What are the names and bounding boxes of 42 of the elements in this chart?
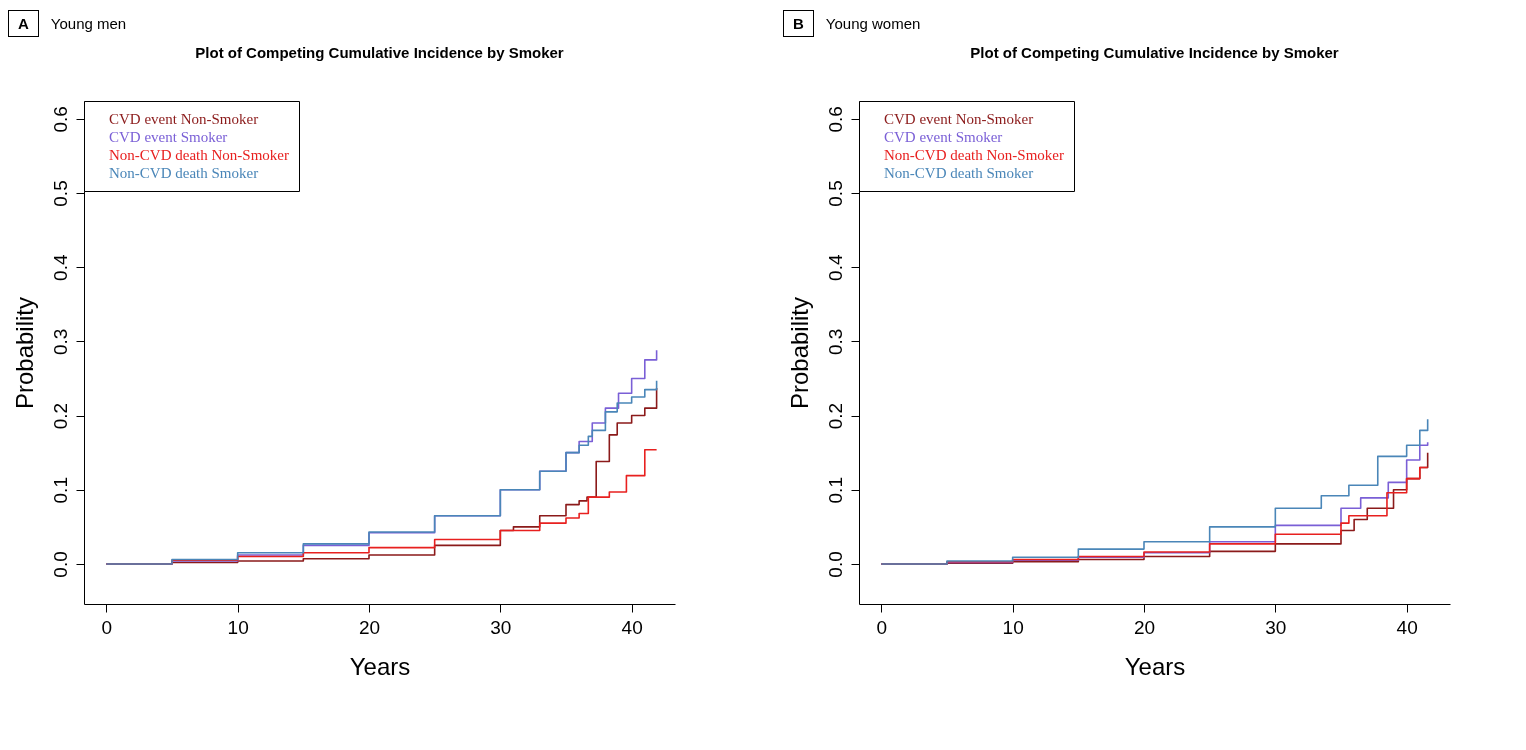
y-tick-label: 0.2 — [49, 402, 71, 430]
text: Non-CVD death Smoker — [884, 164, 1034, 181]
x-tick-label: 20 — [1133, 616, 1156, 638]
y-tick-label: 0.3 — [49, 328, 71, 356]
x-axis-title: Years — [1124, 652, 1186, 680]
text: A — [8, 9, 39, 37]
x-tick-label: 10 — [227, 616, 249, 638]
y-tick-label: 0.2 — [824, 402, 846, 430]
text: Non-CVD death Non-Smoker — [884, 146, 1064, 163]
text: CVD event Non-Smoker — [109, 110, 259, 127]
text: B — [783, 9, 814, 37]
x-tick-label: 40 — [621, 616, 643, 638]
x-tick-label: 40 — [1396, 616, 1418, 638]
y-tick-label: 0.0 — [824, 551, 846, 578]
y-tick-label: 0.4 — [49, 254, 71, 281]
x-tick-label: 30 — [490, 616, 512, 638]
x-tick-label: 0 — [101, 616, 113, 638]
y-tick-label: 0.0 — [49, 551, 71, 578]
y-axis-title: Probability — [10, 296, 38, 410]
y-tick-label: 0.1 — [824, 477, 846, 504]
x-axis-title: Years — [349, 652, 411, 680]
text: Non-CVD death Smoker — [109, 164, 259, 181]
x-tick-label: 0 — [876, 616, 888, 638]
y-tick-label: 0.5 — [824, 180, 846, 207]
text: CVD event Smoker — [884, 128, 1003, 145]
chart-title: Plot of Competing Cumulative Incidence by Smoker — [195, 43, 564, 61]
y-tick-label: 0.3 — [824, 328, 846, 356]
text: Young women — [825, 14, 921, 32]
y-tick-label: 0.5 — [49, 180, 71, 207]
y-tick-label: 0.6 — [824, 106, 846, 133]
y-axis-title: Probability — [785, 296, 813, 410]
x-tick-label: 10 — [1002, 616, 1024, 638]
text: CVD event Non-Smoker — [884, 110, 1034, 127]
text: Non-CVD death Non-Smoker — [109, 146, 289, 163]
y-tick-label: 0.6 — [49, 106, 71, 133]
y-tick-label: 0.1 — [49, 477, 71, 504]
x-tick-label: 20 — [358, 616, 381, 638]
x-tick-label: 30 — [1265, 616, 1287, 638]
text: Young men — [50, 14, 127, 32]
y-tick-label: 0.4 — [824, 254, 846, 281]
text: CVD event Smoker — [109, 128, 228, 145]
chart-title: Plot of Competing Cumulative Incidence by Smoker — [970, 43, 1339, 61]
